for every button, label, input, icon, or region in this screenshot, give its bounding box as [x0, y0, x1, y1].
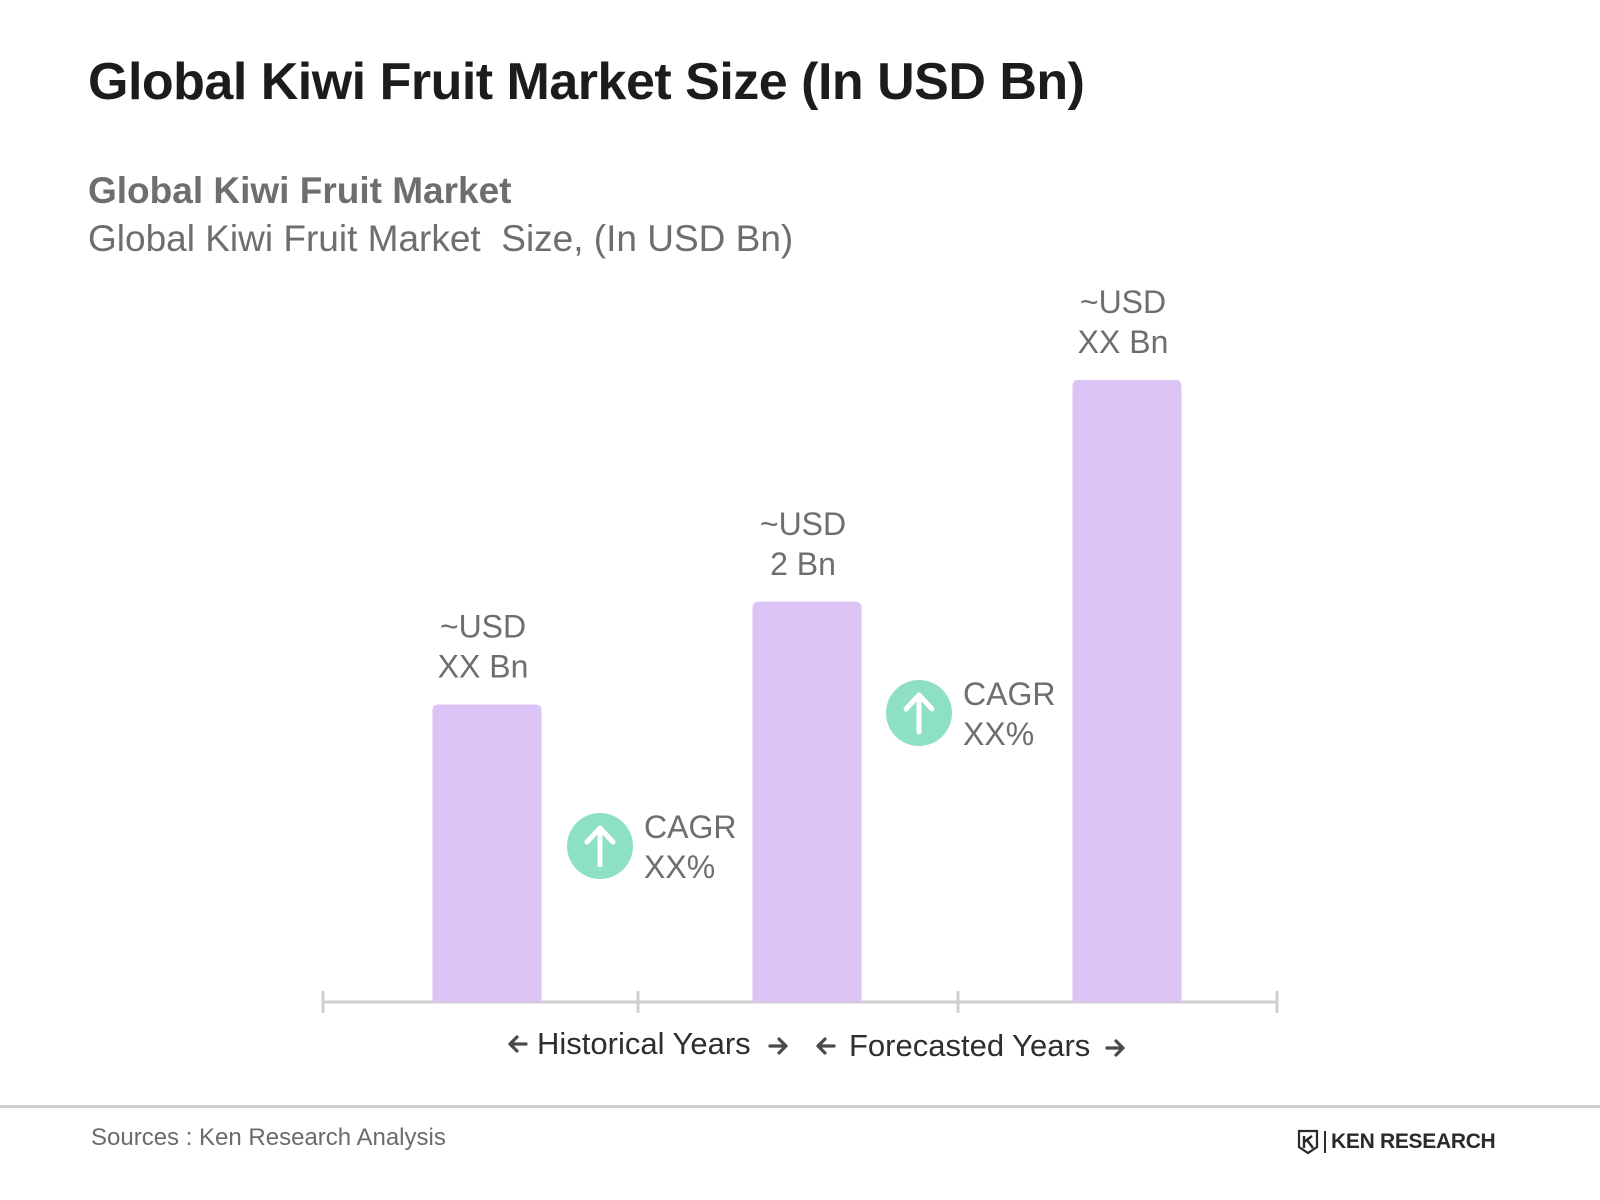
arrow-left-icon-historical [508, 1035, 528, 1053]
bar-1 [752, 601, 862, 1002]
bar-chart: ~USD XX Bn ~USD 2 Bn ~USD XX Bn CAGR XX% CAGR XX%… [321, 284, 1279, 1063]
ken-research-logo-icon [1297, 1129, 1319, 1155]
chart-subtitle: Global Kiwi Fruit Market [88, 170, 512, 211]
bar-label-0-line1: ~USD [440, 609, 526, 645]
bar-label-2-line1: ~USD [1080, 284, 1166, 320]
cagr-value-0: XX% [644, 849, 715, 885]
bar-label-1-line1: ~USD [760, 506, 846, 542]
footer-divider [0, 1105, 1600, 1108]
brand-logo: KEN RESEARCH [1297, 1127, 1496, 1157]
arrow-up-icon-1 [903, 692, 935, 735]
arrow-left-icon-forecast [816, 1037, 836, 1055]
bar-label-2-line2: XX Bn [1078, 324, 1169, 360]
period-label-forecast: Forecasted Years [849, 1028, 1090, 1063]
source-note: Sources : Ken Research Analysis [91, 1124, 446, 1151]
period-label-historical: Historical Years [537, 1026, 751, 1061]
chart-caption: Global Kiwi Fruit Market Size, (In USD B… [88, 218, 794, 259]
bar-label-1-line2: 2 Bn [770, 546, 836, 582]
arrow-right-icon-forecast [1105, 1039, 1125, 1057]
arrow-up-icon-0 [584, 825, 616, 868]
cagr-label-0: CAGR [644, 809, 736, 845]
bar-label-0-line2: XX Bn [438, 649, 529, 685]
page-title: Global Kiwi Fruit Market Size (In USD Bn… [88, 53, 1085, 111]
bar-2 [1072, 380, 1182, 1002]
logo-text: KEN RESEARCH [1331, 1130, 1496, 1153]
cagr-value-1: XX% [963, 716, 1034, 752]
bar-0 [432, 704, 542, 1002]
arrow-right-icon-historical [768, 1037, 788, 1055]
cagr-label-1: CAGR [963, 676, 1055, 712]
